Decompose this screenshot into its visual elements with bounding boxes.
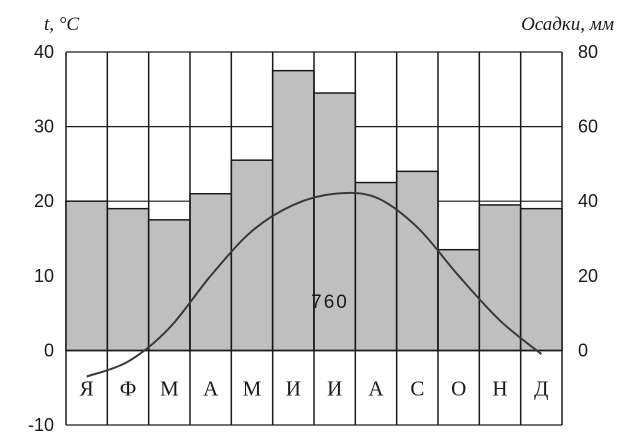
month-label: И: [286, 377, 301, 401]
right-tick-label: 40: [578, 191, 598, 211]
precipitation-bar: [147, 219, 191, 352]
precipitation-bar: [230, 159, 274, 352]
month-label: А: [368, 377, 384, 401]
precipitation-bars: [65, 69, 563, 352]
left-tick-label: 40: [34, 42, 54, 62]
month-label: М: [160, 377, 179, 401]
month-label: Д: [534, 377, 548, 401]
annual-precipitation-label: 760: [311, 292, 349, 313]
month-dividers: [106, 52, 522, 425]
month-label: М: [243, 377, 262, 401]
precipitation-bar: [65, 200, 109, 352]
precipitation-bar: [519, 207, 563, 352]
right-axis-ticks: 80 60 40 20 0: [578, 42, 598, 360]
month-label: С: [410, 377, 424, 401]
precipitation-bar: [106, 207, 150, 352]
precipitation-bar: [271, 69, 315, 352]
temperature-line: [86, 191, 542, 378]
left-tick-label: 0: [44, 340, 54, 360]
month-label: Н: [492, 377, 507, 401]
precipitation-bar: [313, 92, 357, 352]
month-label: О: [451, 377, 466, 401]
right-tick-label: 0: [578, 340, 588, 360]
right-tick-label: 60: [578, 117, 598, 137]
left-axis-ticks: 40 30 20 10 0 -10: [28, 42, 54, 435]
left-tick-label: -10: [28, 415, 54, 435]
temperature-curve: [86, 191, 542, 378]
left-tick-label: 30: [34, 117, 54, 137]
right-axis-title: Осадки, мм: [521, 14, 614, 35]
month-label: А: [203, 377, 219, 401]
month-label: И: [327, 377, 342, 401]
precipitation-bar: [354, 181, 398, 352]
left-tick-label: 20: [34, 191, 54, 211]
precipitation-bar: [478, 204, 522, 352]
precipitation-bar: [395, 170, 439, 352]
right-tick-label: 80: [578, 42, 598, 62]
precipitation-bar: [189, 192, 233, 352]
left-tick-label: 10: [34, 266, 54, 286]
left-axis-title: t, °C: [44, 14, 79, 35]
month-label: Я: [80, 377, 94, 401]
precipitation-bar: [437, 248, 481, 352]
right-tick-label: 20: [578, 266, 598, 286]
month-label: Ф: [120, 377, 137, 401]
